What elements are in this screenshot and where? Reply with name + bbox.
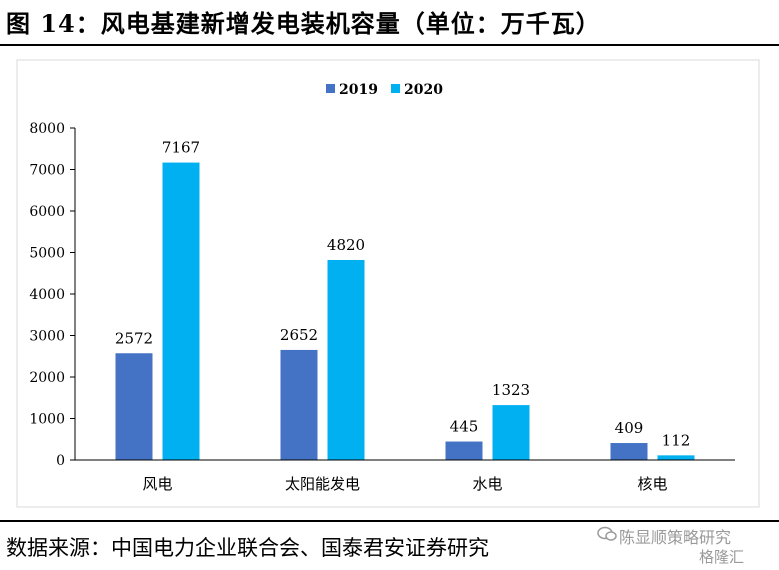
data-label: 7167 [162,139,200,157]
legend-label: 2020 [404,82,443,98]
bar-2019 [280,349,318,460]
data-label: 409 [615,419,644,437]
x-tick-label: 风电 [142,475,172,493]
wechat-icon [597,526,617,541]
y-tick-label: 4000 [29,287,65,303]
top-rule [0,44,779,46]
y-tick-label: 6000 [29,204,65,220]
bar-2019 [610,443,648,460]
y-axis: 0 1000 2000 3000 4000 5000 6000 7000 8000 [29,121,76,469]
data-label: 4820 [327,236,365,254]
y-tick-label: 3000 [29,329,65,345]
bar-2020 [657,455,695,460]
data-label: 112 [662,431,691,449]
bar-2020 [162,162,200,460]
bars [115,162,695,460]
data-labels: 2572 7167 2652 4820 445 1323 409 112 [115,139,690,450]
plot-frame [16,59,760,508]
bar-2020 [327,259,365,460]
watermark-brand: 格隆汇 [699,548,745,566]
data-label: 2652 [280,326,318,344]
legend: 2019 2020 [326,82,443,98]
source-note: 数据来源：中国电力企业联合会、国泰君安证券研究 [6,536,489,560]
bar-2019 [115,353,153,460]
bar-2020 [492,405,530,460]
y-tick-label: 5000 [29,246,65,262]
x-tick-label: 核电 [637,475,667,493]
x-tick-label: 水电 [472,475,502,493]
watermark: 陈显顺策略研究 格隆汇 [595,522,775,568]
legend-swatch [391,84,400,93]
y-tick-label: 0 [56,453,65,469]
y-tick-label: 1000 [29,412,65,428]
x-axis: 风电 太阳能发电 水电 核电 [75,459,735,493]
data-label: 445 [450,418,479,436]
x-tick-label: 太阳能发电 [285,475,360,493]
y-tick-label: 8000 [29,121,65,137]
watermark-text: 陈显顺策略研究 [619,528,732,547]
y-tick-label: 7000 [29,163,65,179]
figure-title: 图 14：风电基建新增发电装机容量（单位：万千瓦） [6,9,601,38]
y-tick-label: 2000 [29,370,65,386]
legend-swatch [326,84,335,93]
bar-2019 [445,441,483,460]
data-label: 1323 [492,381,530,399]
bar-chart: 2019 2020 0 1000 2000 3000 4000 5000 6000 7000 80… [16,59,760,508]
bottom-rule [0,520,779,522]
data-label: 2572 [115,329,153,347]
legend-label: 2019 [339,82,378,98]
